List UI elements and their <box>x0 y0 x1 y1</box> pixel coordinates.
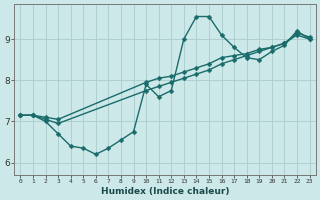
X-axis label: Humidex (Indice chaleur): Humidex (Indice chaleur) <box>101 187 229 196</box>
